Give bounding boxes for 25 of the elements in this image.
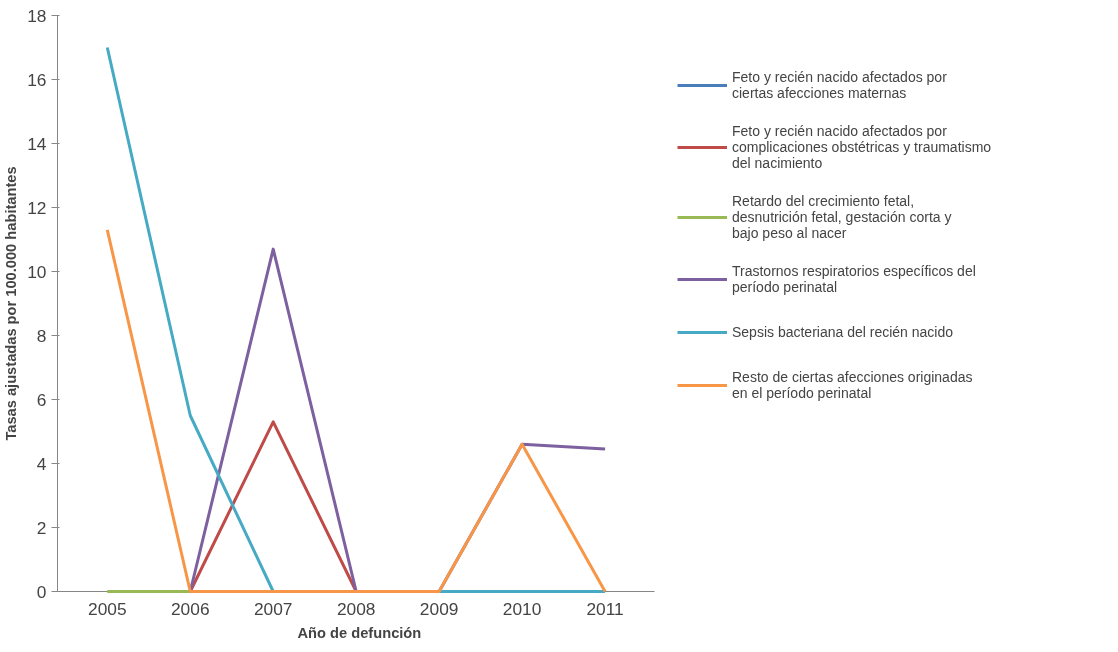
x-tick-label: 2007 [253,598,293,619]
y-tick-label: 2 [36,517,47,538]
x-axis-title: Año de defunción [297,624,422,641]
legend-label: Sepsis bacteriana del recién nacido [732,323,954,342]
x-tick-label: 2011 [586,598,624,619]
legend-label: Feto y recién nacido afectados por ciertas afecciones maternas [732,69,947,101]
y-tick-label: 18 [27,5,47,26]
y-tick-label: 10 [27,261,47,282]
x-tick-label: 2010 [502,598,542,619]
legend-label: Retardo del crecimiento fetal, desnutrición fetal, gestación corta y bajo peso al nacer [732,193,952,241]
legend-label: Resto de ciertas afecciones originadas en el período perinatal [732,369,973,401]
y-tick-label: 8 [36,325,47,346]
y-axis-title: Tasas ajustadas por 100.000 habitantes [3,166,20,441]
y-tick-label: 14 [27,133,47,154]
y-tick-label: 12 [27,197,47,218]
legend-label: Feto y recién nacido afectados por complicaciones obstétricas y traumatismo del nacimiento [732,123,992,171]
x-tick-label: 2006 [170,598,210,619]
y-tick-label: 4 [36,453,47,474]
y-tick-label: 6 [36,389,47,410]
y-tick-label: 16 [27,69,47,90]
legend-label: Trastornos respiratorios específicos del período perinatal [732,263,976,295]
x-tick-label: 2009 [419,598,459,619]
x-tick-label: 2005 [88,598,127,619]
y-tick-label: 0 [36,581,47,602]
x-tick-label: 2008 [336,598,376,619]
